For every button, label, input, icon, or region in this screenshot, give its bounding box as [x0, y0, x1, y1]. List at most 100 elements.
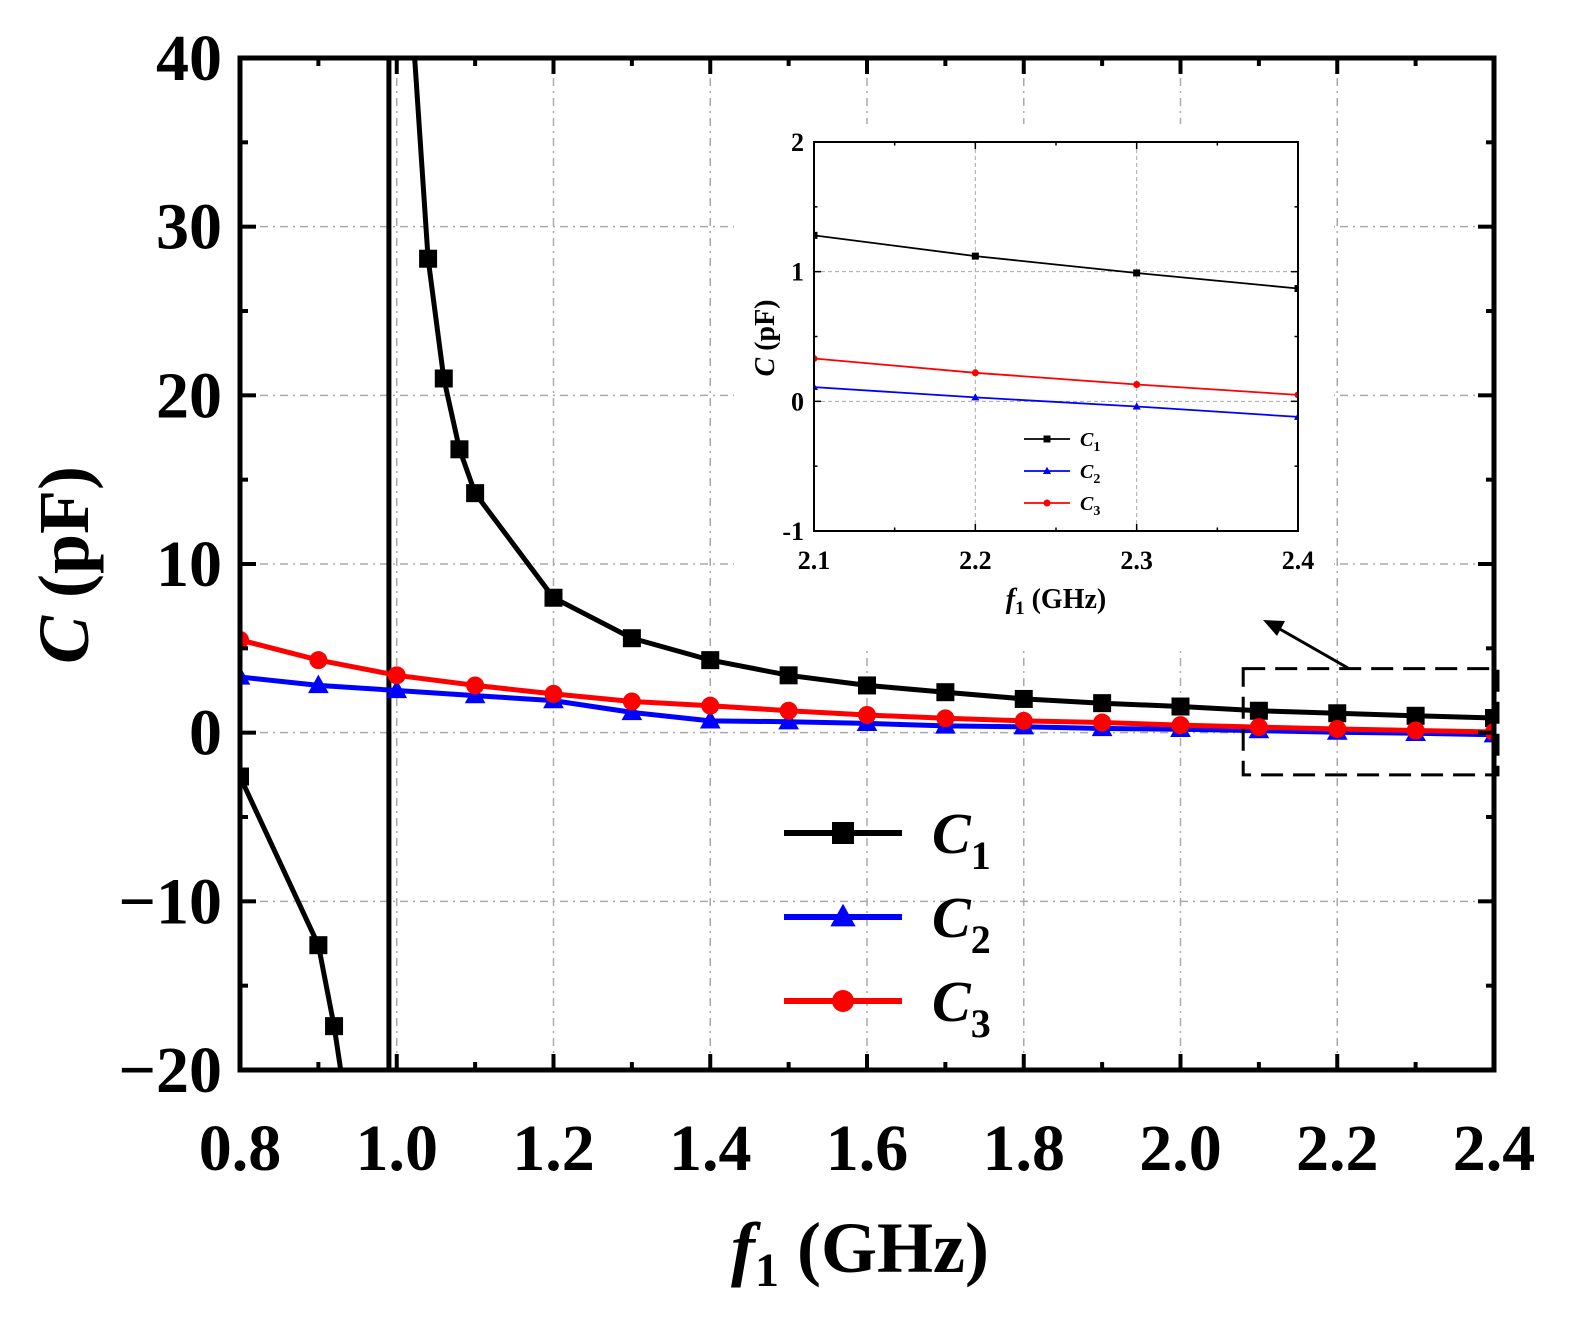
- inset-x-axis-title-unit: (GHz): [1025, 584, 1107, 615]
- main-y-axis-title-unit: (pF): [24, 466, 104, 616]
- main-legend-label-C3: C3: [932, 969, 991, 1046]
- main-marker-C2: [778, 710, 799, 730]
- main-marker-C3: [544, 684, 563, 703]
- main-marker-C1: [779, 666, 798, 685]
- inset-legend-marker-C2: [1042, 466, 1052, 474]
- inset-series-group: [814, 231, 1298, 420]
- zoom-arrow: [1263, 620, 1349, 670]
- inset-ytick-label: 1: [791, 258, 804, 287]
- inset-y-axis-title-unit: (pF): [750, 299, 781, 357]
- main-legend-label-C2: C2: [932, 885, 991, 962]
- main-marker-C1: [1406, 706, 1425, 725]
- inset-line-C1-seg0: [814, 234, 1298, 290]
- inset-marker-C1: [971, 252, 979, 260]
- main-marker-C1: [1249, 701, 1268, 720]
- inset-x-axis-title-var: f: [1006, 584, 1018, 615]
- inset-xtick-label: 2.2: [959, 546, 992, 575]
- main-ytick-label: 0: [189, 697, 222, 770]
- inset-legend-label-sub: 2: [1093, 472, 1100, 487]
- main-ytick-label: 30: [156, 191, 222, 264]
- main-legend-label-sub: 2: [971, 917, 991, 962]
- main-xtick-label: 2.0: [1139, 1112, 1222, 1185]
- main-marker-C1: [936, 683, 955, 702]
- inset-legend-label-C2: C2: [1080, 461, 1100, 487]
- inset-marker-C2: [1293, 412, 1298, 420]
- main-ytick-label: 40: [156, 22, 222, 95]
- main-marker-C3: [387, 666, 406, 685]
- main-x-axis-title: f1 (GHz): [731, 1208, 989, 1297]
- main-marker-C2: [699, 710, 721, 729]
- main-marker-C1: [858, 676, 876, 695]
- inset-y-axis-title: C (pF): [750, 299, 781, 376]
- main-ytick-label: −20: [118, 1034, 222, 1107]
- main-legend-marker-C3: [832, 990, 854, 1012]
- main-marker-C1: [622, 629, 641, 648]
- main-marker-C3: [1171, 716, 1190, 735]
- inset-ytick-label: -1: [782, 517, 804, 546]
- main-x-axis-title-unit: (GHz): [779, 1208, 989, 1288]
- inset-x-axis-title-sub: 1: [1015, 598, 1025, 619]
- main-marker-C1: [434, 369, 453, 388]
- main-marker-C3: [936, 709, 955, 728]
- main-marker-C1: [309, 936, 328, 955]
- main-x-axis-title-sub: 1: [755, 1244, 779, 1297]
- main-legend-label-sub: 1: [971, 833, 991, 878]
- main-marker-C1: [1093, 694, 1112, 713]
- inset-axes: [813, 141, 1299, 532]
- main-marker-C3: [1093, 713, 1112, 732]
- main-series-group: [240, 58, 1494, 1070]
- main-line-C1-seg1: [412, 58, 1494, 721]
- main-y-axis-title: C (pF): [24, 466, 104, 664]
- inset-legend-label-var: C: [1080, 461, 1094, 483]
- main-legend-label-C1: C1: [932, 801, 991, 878]
- inset-legend-label-var: C: [1080, 429, 1094, 451]
- main-marker-C3: [1249, 718, 1268, 737]
- main-legend-label-sub: 3: [971, 1001, 991, 1046]
- inset-y-axis-title-var: C: [750, 358, 781, 377]
- zoom-box-rect: [1241, 667, 1500, 777]
- inset-ytick-label: 2: [791, 128, 804, 157]
- main-legend-label-var: C: [932, 885, 972, 950]
- inset-marker-C3: [971, 369, 979, 377]
- main-marker-C1: [419, 249, 438, 268]
- main-marker-C1: [1485, 708, 1494, 727]
- main-marker-C2: [621, 701, 643, 721]
- inset-legend-label-C1: C1: [1080, 429, 1100, 455]
- inset-legend-label-sub: 3: [1093, 504, 1100, 519]
- main-marker-C1: [325, 1017, 344, 1036]
- main-marker-C2: [386, 679, 408, 699]
- main-marker-C1: [466, 484, 485, 503]
- main-marker-C1: [701, 651, 720, 670]
- main-marker-C3: [1328, 719, 1347, 738]
- inset-xtick-label: 2.3: [1120, 546, 1153, 575]
- inset-legend-label-sub: 1: [1093, 440, 1100, 455]
- main-marker-C1: [1014, 689, 1033, 708]
- main-xtick-label: 2.2: [1296, 1112, 1379, 1185]
- main-tick-labels: 0.8 1.0 1.2 1.4 1.6 1.8 2.0 2.2 2.4−20−100102030…: [118, 22, 1535, 1185]
- main-marker-C3: [466, 676, 485, 695]
- main-marker-C3: [701, 696, 720, 715]
- main-marker-C3: [622, 692, 641, 711]
- inset-legend-marker-C3: [1043, 499, 1051, 507]
- main-zoom-box: [1241, 667, 1500, 777]
- main-ytick-label: −10: [118, 865, 222, 938]
- inset-ytick-label: 0: [791, 387, 804, 416]
- inset-marker-C1: [1294, 285, 1298, 293]
- main-line-C1-seg0: [240, 775, 344, 1070]
- main-marker-C3: [779, 701, 798, 720]
- inset-xtick-label: 2.4: [1282, 546, 1315, 575]
- inset-line-C2-seg0: [814, 386, 1298, 418]
- main-marker-C1: [1328, 704, 1347, 723]
- inset-x-axis-title: f1 (GHz): [1006, 584, 1106, 619]
- main-legend-label-var: C: [932, 969, 972, 1034]
- main-ytick-label: 10: [156, 528, 222, 601]
- main-marker-C3: [1014, 711, 1033, 730]
- main-xtick-label: 1.4: [669, 1112, 752, 1185]
- main-marker-C1: [1171, 697, 1190, 716]
- main-y-axis-title-var: C: [24, 615, 104, 664]
- main-xtick-label: 1.8: [983, 1112, 1066, 1185]
- inset-tick-labels: 2.1 2.2 2.3 2.4 -1 0 1 2: [782, 128, 1314, 575]
- inset-series: [814, 231, 1298, 420]
